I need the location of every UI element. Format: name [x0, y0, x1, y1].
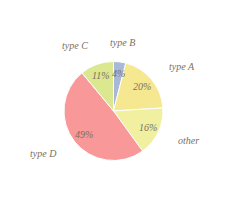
- svg-text:other: other: [178, 135, 199, 146]
- svg-text:type B: type B: [110, 37, 135, 48]
- svg-text:type C: type C: [62, 40, 88, 51]
- svg-text:4%: 4%: [112, 68, 125, 79]
- svg-text:11%: 11%: [92, 70, 110, 81]
- svg-text:49%: 49%: [75, 129, 93, 140]
- svg-text:16%: 16%: [139, 122, 157, 133]
- svg-text:type A: type A: [169, 61, 195, 72]
- svg-text:type D: type D: [30, 148, 57, 159]
- svg-text:20%: 20%: [133, 81, 151, 92]
